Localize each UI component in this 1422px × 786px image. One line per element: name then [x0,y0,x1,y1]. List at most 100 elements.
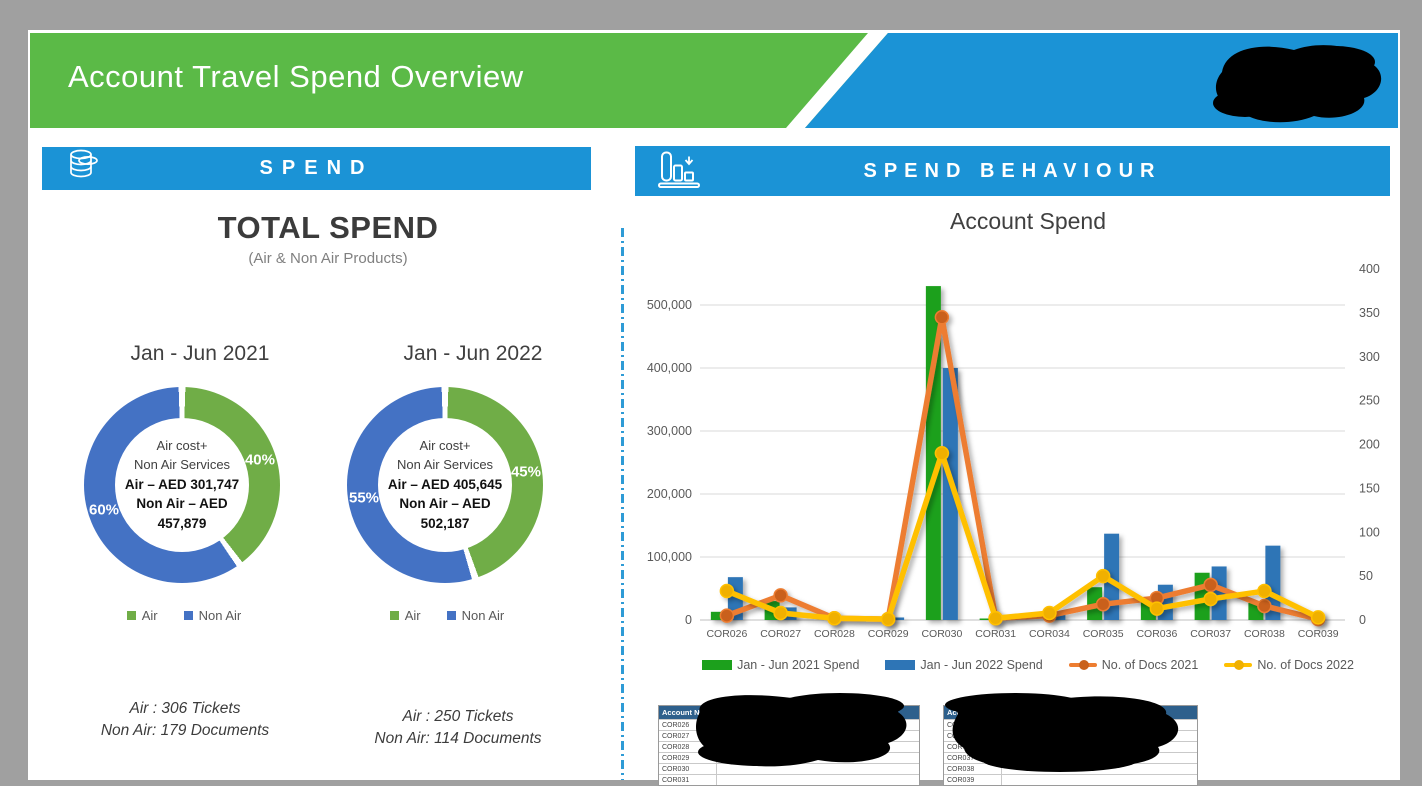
air-tickets-count: Air : 250 Tickets [402,708,514,725]
air-tickets-count: Air : 306 Tickets [129,700,241,717]
table-header: Account No. [944,706,1197,719]
table-row: COR030 [659,763,919,774]
account-spend-chart-legend: Jan - Jun 2021 Spend Jan - Jun 2022 Spend… [668,658,1388,672]
table-row: COR026 [659,719,919,730]
donut-center-line: Non Air Services [133,456,231,472]
donut-2021-footer: Air : 306 Tickets Non Air: 179 Documents [55,698,315,743]
svg-text:400: 400 [1359,262,1380,276]
svg-text:100: 100 [1359,525,1380,539]
account-no-cell: COR036 [944,742,1002,752]
svg-text:200,000: 200,000 [647,487,692,501]
svg-text:COR038: COR038 [1244,628,1285,640]
redacted-cell [1002,753,1197,763]
svg-text:0: 0 [685,613,692,627]
legend-label: No. of Docs 2022 [1257,658,1354,672]
redacted-cell [717,764,919,774]
bar-chart-download-icon [657,147,701,196]
legend-swatch [702,660,733,670]
donut-center-line: Non Air Services [396,456,494,472]
nonair-slice-label: 60% [88,501,120,519]
coins-icon [64,146,104,191]
svg-text:250: 250 [1359,394,1380,408]
donut-center-air-value: Air – AED 301,747 [124,476,240,492]
svg-text:0: 0 [1359,613,1366,627]
account-table-left: Account No. COR026 COR027 COR028 COR029 COR03… [658,705,920,786]
slide-background: Account Travel Spend Overview SPEND [28,30,1400,786]
redacted-cell [717,731,919,741]
donut-center-nonair-value: Non Air – AED 457,879 [136,496,228,531]
legend-item: No. of Docs 2021 [1068,658,1198,672]
svg-text:350: 350 [1359,306,1380,320]
account-no-cell: COR039 [944,775,1002,785]
panel-divider [621,228,624,780]
donut-chart-2022: Air cost+ Non Air Services Air – AED 405… [347,387,543,583]
svg-text:200: 200 [1359,438,1380,452]
account-no-cell: COR029 [659,753,717,763]
svg-text:100,000: 100,000 [647,550,692,564]
svg-text:300,000: 300,000 [647,424,692,438]
redacted-cell [717,720,919,730]
redacted-cell [717,775,919,785]
air-swatch [389,611,399,620]
legend-label: Jan - Jun 2022 Spend [920,658,1043,672]
table-header: Account No. [659,706,919,719]
legend-item-nonair: Non Air [446,608,504,623]
table-row: COR028 [659,741,919,752]
svg-text:COR027: COR027 [760,628,801,640]
account-no-cell: COR035 [944,731,1002,741]
donut-2022-legend: Air Non Air [317,608,577,623]
donut-center-label: Air cost+ Non Air Services Air – AED 405… [378,418,512,552]
legend-item-nonair: Non Air [183,608,241,623]
donut-center-nonair-value: Non Air – AED 502,187 [399,496,491,531]
table-row: COR039 [944,774,1197,785]
account-spend-chart-title: Account Spend [949,208,1106,234]
nonair-documents-count: Non Air: 179 Documents [100,722,270,740]
donut-2022-footer: Air : 250 Tickets Non Air: 114 Documents [328,706,588,751]
account-no-cell: COR038 [944,764,1002,774]
account-table-right: Account No. COR034 COR035 COR036 COR037 COR03… [943,705,1198,786]
svg-text:150: 150 [1359,481,1380,495]
redacted-cell [1002,731,1197,741]
account-no-cell: COR034 [944,720,1002,730]
account-no-cell: COR030 [659,764,717,774]
svg-text:COR035: COR035 [1083,628,1124,640]
svg-text:COR028: COR028 [814,628,855,640]
page-title: Account Travel Spend Overview [68,59,524,94]
legend-item: Jan - Jun 2022 Spend [885,658,1043,672]
air-slice-label: 45% [510,463,541,481]
legend-swatch [885,660,916,670]
nonair-documents-count: Non Air: 114 Documents [374,730,542,748]
donut-center-air-value: Air – AED 405,645 [387,476,503,492]
account-no-cell: COR028 [659,742,717,752]
legend-item-air: Air [126,608,158,623]
svg-text:COR037: COR037 [1190,628,1231,640]
legend-label: Jan - Jun 2021 Spend [737,658,860,672]
redacted-cell [717,753,919,763]
spend-section-title: SPEND [259,157,374,179]
svg-text:COR030: COR030 [921,628,962,640]
nonair-swatch [183,611,193,620]
donut-center-line: Air cost+ [419,437,471,453]
donut-2021-legend: Air Non Air [54,608,314,623]
svg-text:500,000: 500,000 [647,298,692,312]
svg-text:COR029: COR029 [868,628,909,640]
account-spend-chart: 0 100,000 200,000 300,000 400,000 500,000 0 50 1… [630,240,1390,665]
legend-item-air: Air [389,608,421,623]
redacted-cell [717,742,919,752]
legend-item: No. of Docs 2022 [1224,658,1354,672]
donut-center-line: Air cost+ [156,437,208,453]
svg-text:300: 300 [1359,350,1380,364]
nonair-swatch [446,611,456,620]
svg-text:50: 50 [1359,569,1373,583]
legend-swatch [1224,660,1253,670]
svg-text:COR031: COR031 [975,628,1016,640]
legend-swatch [1068,660,1097,670]
svg-text:COR034: COR034 [1029,628,1070,640]
redacted-cell [1002,742,1197,752]
total-spend-heading: TOTAL SPEND [217,210,439,245]
donut-center-label: Air cost+ Non Air Services Air – AED 301… [115,418,249,552]
svg-text:COR036: COR036 [1136,628,1177,640]
header-banner: Account Travel Spend Overview [30,33,1398,128]
total-spend-subheading: (Air & Non Air Products) [248,250,408,267]
